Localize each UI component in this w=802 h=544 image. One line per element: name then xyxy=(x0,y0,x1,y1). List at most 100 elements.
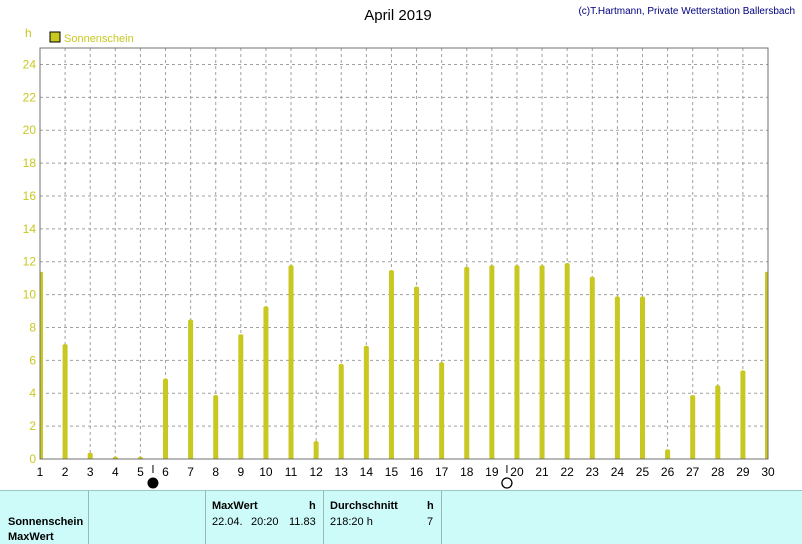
y-tick-label: 4 xyxy=(29,386,36,400)
bars xyxy=(40,263,768,460)
bar xyxy=(213,396,219,459)
bar xyxy=(163,380,169,459)
bar xyxy=(464,268,470,459)
y-tick-label: 8 xyxy=(29,320,36,334)
avg-header: Durchschnitt xyxy=(330,500,398,512)
bar xyxy=(715,386,721,459)
bar xyxy=(363,347,369,459)
x-tick-label: 2 xyxy=(62,465,69,479)
bar-cap xyxy=(338,363,344,367)
max-date: 22.04. xyxy=(212,516,243,528)
legend-swatch xyxy=(49,31,61,43)
bar xyxy=(40,273,43,459)
bar-cap xyxy=(464,266,470,270)
y-tick-label: 20 xyxy=(23,123,37,137)
legend-label: Sonnenschein xyxy=(64,33,134,45)
bar xyxy=(313,442,319,459)
y-tick-label: 6 xyxy=(29,353,36,367)
bar-cap xyxy=(40,271,43,275)
bar xyxy=(388,271,394,459)
bar-cap xyxy=(213,395,219,399)
bar-cap xyxy=(639,296,645,300)
x-tick-label: 20 xyxy=(510,465,524,479)
bar-cap xyxy=(238,334,244,338)
x-tick-label: 15 xyxy=(385,465,399,479)
x-tick-label: 7 xyxy=(187,465,194,479)
bar-cap xyxy=(489,265,495,269)
bar xyxy=(414,288,420,459)
y-tick-label: 10 xyxy=(23,288,37,302)
y-tick-label: 24 xyxy=(23,57,37,71)
x-tick-label: 25 xyxy=(636,465,650,479)
x-tick-label: 28 xyxy=(711,465,725,479)
avg-value: 7 xyxy=(427,516,434,528)
bar-cap xyxy=(439,362,445,366)
x-tick-label: 5 xyxy=(137,465,144,479)
bar-cap xyxy=(690,395,696,399)
x-tick-label: 30 xyxy=(761,465,775,479)
bar-cap xyxy=(414,286,420,290)
summary-panel: Sonnenschein MaxWert MaxWert h 22.04. 20… xyxy=(0,490,802,544)
bar-cap xyxy=(363,345,369,349)
bar xyxy=(62,345,68,459)
avg-unit: h xyxy=(427,500,434,512)
x-tick-label: 11 xyxy=(285,465,298,479)
bar xyxy=(439,363,445,459)
axes xyxy=(39,47,769,489)
x-tick-label: 14 xyxy=(360,465,374,479)
y-tick-label: 18 xyxy=(23,156,37,170)
x-tick-label: 8 xyxy=(212,465,219,479)
bar xyxy=(765,273,768,459)
bar xyxy=(539,266,545,459)
y-tick-label: 12 xyxy=(23,255,37,269)
bar xyxy=(338,365,344,459)
x-tick-label: 19 xyxy=(485,465,499,479)
bar-cap xyxy=(263,306,269,310)
x-tick-label: 1 xyxy=(37,465,44,479)
x-tick-label: 17 xyxy=(435,465,449,479)
y-tick-label: 0 xyxy=(29,452,36,466)
bar xyxy=(87,454,93,459)
bar-cap xyxy=(388,270,394,274)
x-tick-label: 10 xyxy=(259,465,273,479)
bar xyxy=(238,335,244,459)
new-moon-icon xyxy=(147,477,159,489)
y-tick-label: 14 xyxy=(23,222,37,236)
x-tick-label: 4 xyxy=(112,465,119,479)
bar xyxy=(514,266,520,459)
bar xyxy=(589,278,595,459)
bar xyxy=(564,264,570,459)
x-tick-label: 23 xyxy=(586,465,600,479)
bar-cap xyxy=(614,296,620,300)
x-tick-label: 13 xyxy=(335,465,349,479)
grid xyxy=(40,48,768,459)
max-time: 20:20 xyxy=(251,516,279,528)
bar-cap xyxy=(715,385,721,389)
y-unit-label: h xyxy=(25,26,32,40)
max-header: MaxWert xyxy=(212,500,258,512)
bar-cap xyxy=(62,344,68,348)
x-tick-label: 12 xyxy=(309,465,323,479)
max-value: 11.83 xyxy=(289,516,316,528)
y-tick-label: 22 xyxy=(23,90,37,104)
x-tick-label: 3 xyxy=(87,465,94,479)
bar xyxy=(614,297,620,459)
bar-cap xyxy=(313,441,319,445)
x-tick-label: 6 xyxy=(162,465,169,479)
copyright-text: (c)T.Hartmann, Private Wetterstation Bal… xyxy=(578,6,795,17)
x-tick-label: 21 xyxy=(535,465,549,479)
x-tick-label: 16 xyxy=(410,465,424,479)
x-tick-label: 26 xyxy=(661,465,675,479)
bar xyxy=(740,371,746,459)
max-unit: h xyxy=(309,500,316,512)
x-tick-label: 29 xyxy=(736,465,750,479)
bar xyxy=(288,266,294,459)
bar xyxy=(690,396,696,459)
x-tick-label: 9 xyxy=(237,465,244,479)
row-label-sonnenschein: Sonnenschein xyxy=(8,516,84,528)
bar-cap xyxy=(514,265,520,269)
bar-cap xyxy=(589,276,595,280)
bar-cap xyxy=(87,452,93,456)
chart-title: April 2019 xyxy=(364,7,432,24)
